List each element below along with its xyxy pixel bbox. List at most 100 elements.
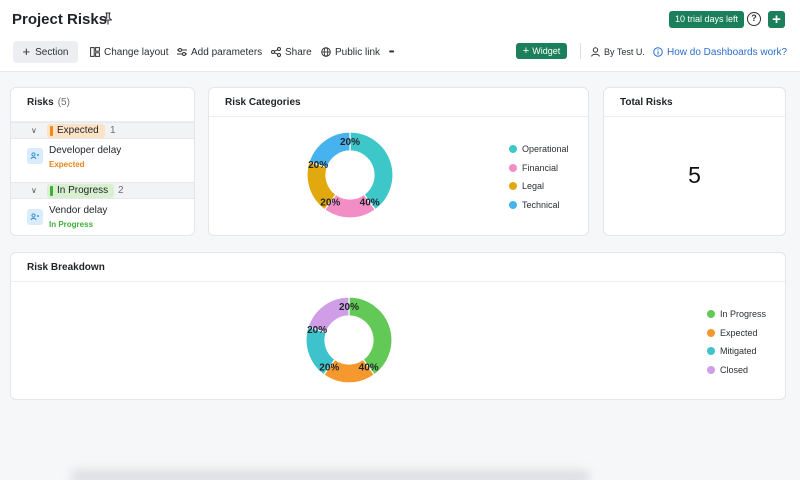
legend-item[interactable]: Legal xyxy=(509,180,569,199)
legend-dot xyxy=(509,182,517,190)
risk-item-status: In Progress xyxy=(49,220,94,229)
group-count: 2 xyxy=(118,185,124,196)
pie-data-label: 20% xyxy=(307,325,327,336)
legend-item[interactable]: Financial xyxy=(509,162,569,181)
legend-label: Operational xyxy=(522,144,569,154)
legend-label: Closed xyxy=(720,364,749,375)
pie-data-label: 20% xyxy=(340,137,360,148)
add-parameters-label: Add parameters xyxy=(191,46,263,58)
total-risks-card: Total Risks 5 xyxy=(603,87,786,236)
group-row-expected[interactable]: ∨ Expected 1 xyxy=(11,122,194,139)
section-label: Section xyxy=(35,46,69,58)
pie-slice-in-progress[interactable] xyxy=(348,296,393,376)
pie-data-label: 20% xyxy=(308,160,328,171)
risk-categories-legend: Operational Financial Legal Technical xyxy=(509,143,569,217)
info-icon xyxy=(653,47,663,57)
pin-icon[interactable] xyxy=(101,12,115,26)
share-button[interactable]: Share xyxy=(271,45,312,59)
card-divider xyxy=(11,281,785,282)
risk-categories-chart: 40% 20% 20% 20% xyxy=(306,131,394,219)
page-title: Project Risks xyxy=(12,11,108,28)
risks-count: (5) xyxy=(57,97,70,108)
total-risks-title: Total Risks xyxy=(620,97,673,108)
total-risks-value: 5 xyxy=(688,162,701,188)
legend-label: In Progress xyxy=(720,309,767,319)
risk-breakdown-title: Risk Breakdown xyxy=(27,262,105,273)
share-label: Share xyxy=(285,46,312,58)
add-section-button[interactable]: + Section xyxy=(13,41,78,63)
risk-item-icon xyxy=(27,209,43,225)
legend-item[interactable]: Mitigated xyxy=(707,345,766,364)
plus-icon: + xyxy=(22,44,31,59)
risk-categories-card: Risk Categories 40% 20% 20% 20% Operational… xyxy=(208,87,589,236)
risks-card-title: Risks (5) xyxy=(27,97,70,108)
trial-badge[interactable]: 10 trial days left xyxy=(669,11,745,28)
legend-dot xyxy=(707,365,715,374)
risks-title: Risks xyxy=(27,97,54,108)
card-divider xyxy=(209,116,588,117)
pie-slice-technical[interactable] xyxy=(308,131,351,169)
add-icon[interactable]: + xyxy=(768,11,785,28)
legend-label: Legal xyxy=(522,181,545,191)
help-link-label: How do Dashboards work? xyxy=(667,46,788,58)
change-layout-button[interactable]: Change layout xyxy=(90,45,169,59)
add-parameters-button[interactable]: Add parameters xyxy=(177,45,262,59)
public-link-label: Public link xyxy=(335,46,381,58)
legend-label: Mitigated xyxy=(720,346,757,356)
group-label: In Progress xyxy=(47,184,115,198)
author-label: By Test U. xyxy=(604,47,645,57)
risks-card: Risks (5) ∨ Expected 1 Developer delay Ex… xyxy=(10,87,195,236)
author-info[interactable]: By Test U. xyxy=(591,45,645,59)
chevron-down-icon[interactable]: ∨ xyxy=(31,126,37,135)
legend-dot xyxy=(509,145,517,153)
pie-data-label: 20% xyxy=(339,302,359,313)
legend-item[interactable]: Operational xyxy=(509,143,569,162)
public-link-button[interactable]: Public link xyxy=(321,45,380,59)
change-layout-label: Change layout xyxy=(104,46,169,58)
card-divider xyxy=(11,121,194,122)
top-bar: Project Risks 10 trial days left ? + + S… xyxy=(0,0,800,72)
group-label: Expected xyxy=(47,124,105,138)
add-widget-button[interactable]: + Widget xyxy=(516,43,567,59)
share-icon xyxy=(271,47,281,57)
legend-item[interactable]: Expected xyxy=(707,327,766,346)
legend-label: Technical xyxy=(522,199,560,210)
legend-dot xyxy=(707,347,715,355)
pie-slice-closed[interactable] xyxy=(307,296,350,334)
widget-label: Widget xyxy=(532,46,561,56)
risk-breakdown-card: Risk Breakdown 40% 20% 20% 20% In Progress … xyxy=(10,252,786,400)
pie-data-label: 20% xyxy=(320,198,340,209)
legend-dot xyxy=(707,310,715,318)
globe-icon xyxy=(321,47,331,57)
risk-breakdown-legend: In Progress Expected Mitigated Closed xyxy=(707,308,766,382)
legend-dot xyxy=(509,200,517,209)
list-item[interactable]: Vendor delay In Progress xyxy=(11,200,194,235)
chevron-down-icon[interactable]: ∨ xyxy=(31,186,37,195)
pie-slice-operational[interactable] xyxy=(349,131,394,211)
toolbar-divider xyxy=(580,43,581,59)
help-icon[interactable]: ? xyxy=(747,12,761,26)
help-link[interactable]: How do Dashboards work? xyxy=(653,45,787,59)
legend-item[interactable]: In Progress xyxy=(707,308,766,327)
card-divider xyxy=(604,116,785,117)
user-icon xyxy=(591,47,600,57)
more-options-button[interactable]: ••• xyxy=(389,48,394,56)
pie-data-label: 20% xyxy=(319,363,339,374)
risk-breakdown-chart: 40% 20% 20% 20% xyxy=(305,296,393,384)
risk-item-title: Developer delay xyxy=(49,145,122,156)
risk-item-icon xyxy=(27,148,43,164)
legend-label: Financial xyxy=(522,162,559,173)
risk-item-status: Expected xyxy=(49,160,85,169)
legend-item[interactable]: Technical xyxy=(509,199,569,218)
pie-data-label: 40% xyxy=(359,363,379,374)
risk-item-title: Vendor delay xyxy=(49,205,108,216)
list-item[interactable]: Developer delay Expected xyxy=(11,140,194,178)
risk-categories-title: Risk Categories xyxy=(225,97,301,108)
group-row-in-progress[interactable]: ∨ In Progress 2 xyxy=(11,182,194,199)
bottom-shadow xyxy=(70,470,590,480)
sliders-icon xyxy=(177,48,187,56)
legend-dot xyxy=(707,328,715,337)
pie-data-label: 40% xyxy=(360,198,380,209)
legend-item[interactable]: Closed xyxy=(707,364,766,383)
group-count: 1 xyxy=(110,125,116,136)
